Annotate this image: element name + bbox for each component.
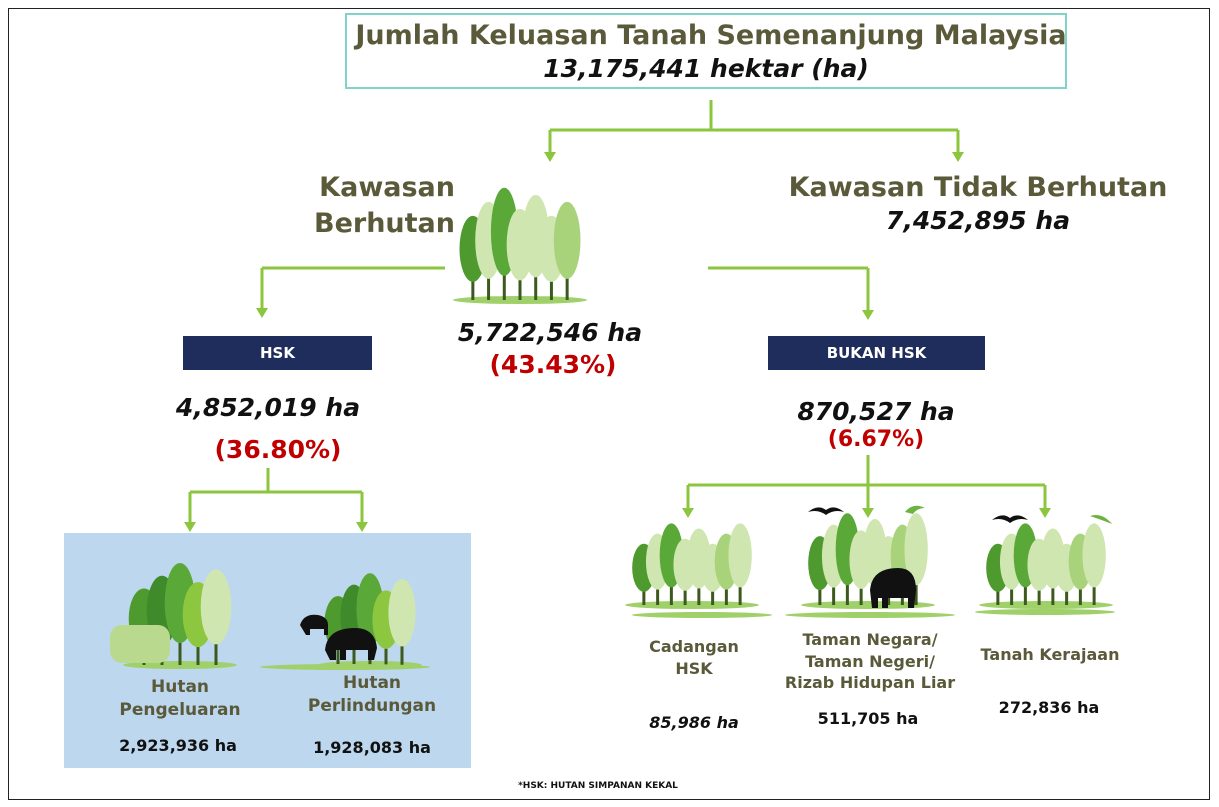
child-label: Hutan Pengeluaran xyxy=(119,676,240,722)
canopy xyxy=(388,579,415,647)
label-line: Kawasan xyxy=(314,170,455,206)
arrow-head xyxy=(256,308,268,318)
label-line: Hutan xyxy=(119,676,240,699)
child-label: Hutan Perlindungan xyxy=(308,672,436,718)
ground xyxy=(260,664,430,670)
child-area: 272,836 ha xyxy=(999,698,1100,717)
child-area: 2,923,936 ha xyxy=(119,736,237,755)
child-label: Taman Negara/ Taman Negeri/ Rizab Hidupa… xyxy=(785,629,955,694)
title: Jumlah Keluasan Tanah Semenanjung Malays… xyxy=(355,20,1066,51)
arrow-head xyxy=(862,508,874,518)
canopy xyxy=(554,202,581,279)
hsk-area: 4,852,019 ha xyxy=(176,393,360,422)
child-label: Tanah Kerajaan xyxy=(981,644,1120,666)
hsk-box: HSK xyxy=(183,336,372,370)
total-area: 13,175,441 hektar (ha) xyxy=(543,54,869,83)
child-area: 85,986 ha xyxy=(649,713,739,732)
bukan-hsk-area: 870,527 ha xyxy=(797,397,954,426)
canopy xyxy=(1082,523,1105,587)
bird xyxy=(1090,515,1112,524)
bukan-hsk-percent: (6.67%) xyxy=(828,427,924,452)
child-area: 511,705 ha xyxy=(818,709,919,728)
bird xyxy=(808,507,844,515)
ground xyxy=(785,612,955,618)
label-line: Hutan xyxy=(308,672,436,695)
label-line: Rizab Hidupan Liar xyxy=(785,672,955,694)
non-forested-label: Kawasan Tidak Berhutan xyxy=(789,172,1168,203)
ground xyxy=(975,609,1115,615)
arrow-head xyxy=(1039,508,1051,518)
hsk-percent: (36.80%) xyxy=(215,435,342,464)
non-forested-area: 7,452,895 ha xyxy=(886,206,1070,235)
forested-percent: (43.43%) xyxy=(490,350,617,379)
label-line: Berhutan xyxy=(314,206,455,242)
label-line: HSK xyxy=(649,658,739,680)
arrow-head xyxy=(862,310,874,320)
forested-area: 5,722,546 ha xyxy=(458,318,642,347)
page: Jumlah Keluasan Tanah Semenanjung Malays… xyxy=(0,0,1219,807)
label-line: Tanah Kerajaan xyxy=(981,644,1120,666)
arrow-head xyxy=(184,522,196,532)
ground xyxy=(632,612,772,618)
label-line: Perlindungan xyxy=(308,695,436,718)
logs xyxy=(110,625,170,663)
arrow-head xyxy=(952,152,964,162)
child-area: 1,928,083 ha xyxy=(313,738,431,757)
canopy xyxy=(201,569,232,644)
label-line: Cadangan xyxy=(649,636,739,658)
label-line: Pengeluaran xyxy=(119,699,240,722)
bird xyxy=(905,506,925,514)
label-line: Taman Negara/ xyxy=(785,629,955,651)
arrow-head xyxy=(544,152,556,162)
bukan-hsk-box: BUKAN HSK xyxy=(768,336,985,370)
child-label: Cadangan HSK xyxy=(649,636,739,679)
arrow-head xyxy=(356,522,368,532)
label-line: Taman Negeri/ xyxy=(785,651,955,673)
canopy xyxy=(728,523,751,587)
footnote: *HSK: HUTAN SIMPANAN KEKAL xyxy=(518,781,678,791)
arrow-head xyxy=(682,508,694,518)
bird xyxy=(992,515,1028,523)
forested-label: Kawasan Berhutan xyxy=(314,170,455,243)
